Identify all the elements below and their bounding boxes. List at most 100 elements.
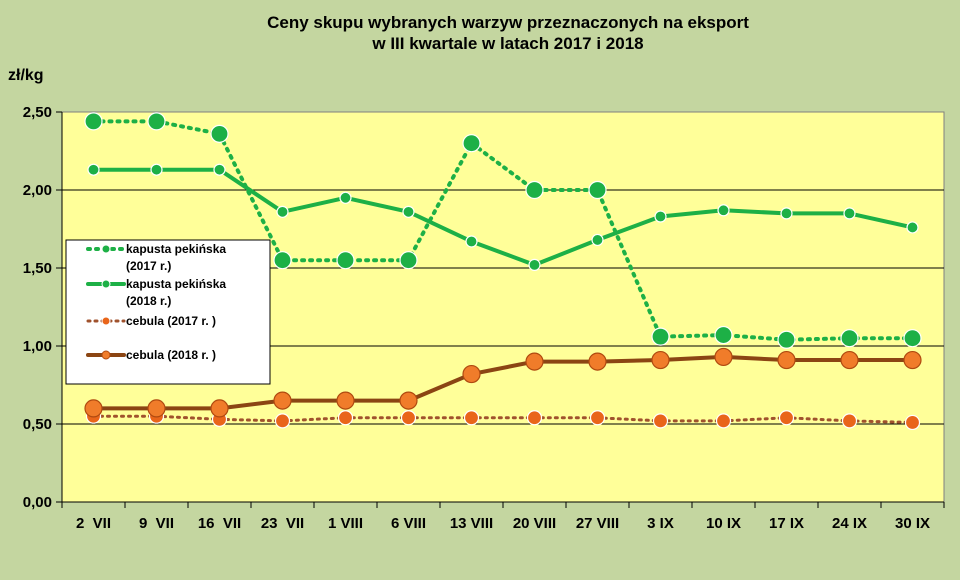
data-point (904, 414, 921, 431)
x-tick-label: 2 VII (76, 515, 111, 532)
data-point (906, 221, 919, 234)
legend-label: cebula (2017 r. ) (126, 314, 216, 328)
y-tick-label: 1,00 (23, 338, 52, 355)
data-point (780, 207, 793, 220)
data-point (150, 163, 163, 176)
data-point (462, 134, 481, 153)
x-tick-label: 10 IX (706, 515, 741, 532)
legend-box (65, 239, 271, 385)
legend-label: (2017 r.) (126, 259, 171, 273)
legend-label: (2018 r.) (126, 294, 171, 308)
data-point (525, 180, 544, 200)
y-tick-label: 1,50 (23, 260, 52, 277)
data-point (276, 205, 289, 218)
series-line (91, 167, 915, 267)
y-axis-ticks: 0,00 0,50 1,00 1,50 2,00 2,50 (23, 104, 52, 511)
data-point (147, 112, 166, 131)
x-tick-label: 27 VIII (576, 515, 619, 532)
gridlines (56, 111, 945, 508)
data-point (651, 350, 670, 370)
data-point (274, 413, 291, 429)
series-0 (84, 112, 922, 349)
y-tick-label: 2,50 (23, 104, 52, 121)
y-axis-unit: zł/kg (8, 67, 44, 84)
series-line (91, 354, 915, 411)
x-tick-label: 20 VIII (513, 515, 556, 532)
data-point (147, 399, 166, 418)
data-point (210, 399, 229, 418)
data-point (777, 330, 796, 349)
data-point (400, 410, 417, 426)
x-tick-label: 23 VII (261, 515, 304, 532)
y-tick-label: 0,00 (23, 494, 52, 511)
data-point (213, 163, 226, 176)
x-tick-label: 3 IX (647, 515, 674, 532)
legend: kapusta pekińska (2017 r.) kapusta pekińsk… (65, 239, 271, 385)
legend-swatch-marker (101, 350, 111, 360)
legend-label: kapusta pekińska (126, 277, 226, 291)
data-point (714, 325, 733, 345)
data-point (528, 258, 541, 271)
data-point (399, 251, 418, 270)
x-tick-label: 13 VIII (450, 515, 493, 532)
data-point (841, 413, 858, 429)
data-point (84, 399, 103, 418)
data-point (336, 251, 355, 270)
data-point (526, 410, 543, 426)
chart-title-line: Ceny skupu wybranych warzyw przeznaczony… (267, 13, 749, 32)
x-tick-label: 16 VII (198, 515, 241, 532)
data-point (591, 233, 604, 247)
data-point (336, 391, 355, 410)
data-point (717, 204, 730, 217)
data-point (402, 205, 415, 218)
data-point (778, 410, 795, 426)
data-point (399, 391, 418, 410)
legend-label: cebula (2018 r. ) (126, 348, 216, 362)
data-point (588, 180, 607, 200)
data-point (465, 235, 478, 248)
data-point (337, 410, 354, 426)
data-point (651, 327, 670, 346)
data-point (777, 350, 796, 370)
legend-swatch-marker (101, 316, 111, 326)
data-point (714, 347, 733, 367)
data-point (715, 413, 732, 429)
legend-swatch-marker (101, 279, 111, 289)
data-point (843, 207, 856, 220)
legend-label: kapusta pekińska (126, 242, 226, 256)
data-point (588, 352, 607, 371)
x-tick-label: 6 VIII (391, 515, 426, 532)
data-point (339, 191, 352, 204)
x-tick-label: 1 VIII (328, 515, 363, 532)
data-point (589, 410, 606, 426)
x-tick-label: 17 IX (769, 515, 804, 532)
data-point (463, 410, 480, 426)
data-point (525, 352, 544, 371)
series-1 (87, 163, 919, 271)
data-point (462, 364, 481, 384)
data-point (273, 251, 292, 270)
y-tick-label: 0,50 (23, 416, 52, 433)
series-layer (84, 112, 922, 431)
x-axis-ticks: 2 VII 9 VII 16 VII 23 VII 1 VIII 6 VIII 13 VII… (76, 515, 930, 532)
data-point (903, 329, 922, 348)
series-3 (84, 347, 922, 418)
x-tick-label: 30 IX (895, 515, 930, 532)
data-point (87, 163, 100, 176)
legend-swatch-marker (101, 244, 111, 254)
data-point (210, 124, 229, 143)
series-line (91, 119, 915, 342)
data-point (652, 413, 669, 429)
x-tick-label: 9 VII (139, 515, 174, 532)
y-tick-label: 2,00 (23, 182, 52, 199)
data-point (273, 391, 292, 410)
data-point (903, 350, 922, 370)
data-point (84, 112, 103, 131)
chart-title-line: w III kwartale w latach 2017 i 2018 (371, 34, 643, 53)
data-point (654, 210, 667, 223)
data-point (840, 329, 859, 348)
chart-title: Ceny skupu wybranych warzyw przeznaczony… (267, 13, 749, 53)
x-tick-label: 24 IX (832, 515, 867, 532)
data-point (840, 350, 859, 370)
